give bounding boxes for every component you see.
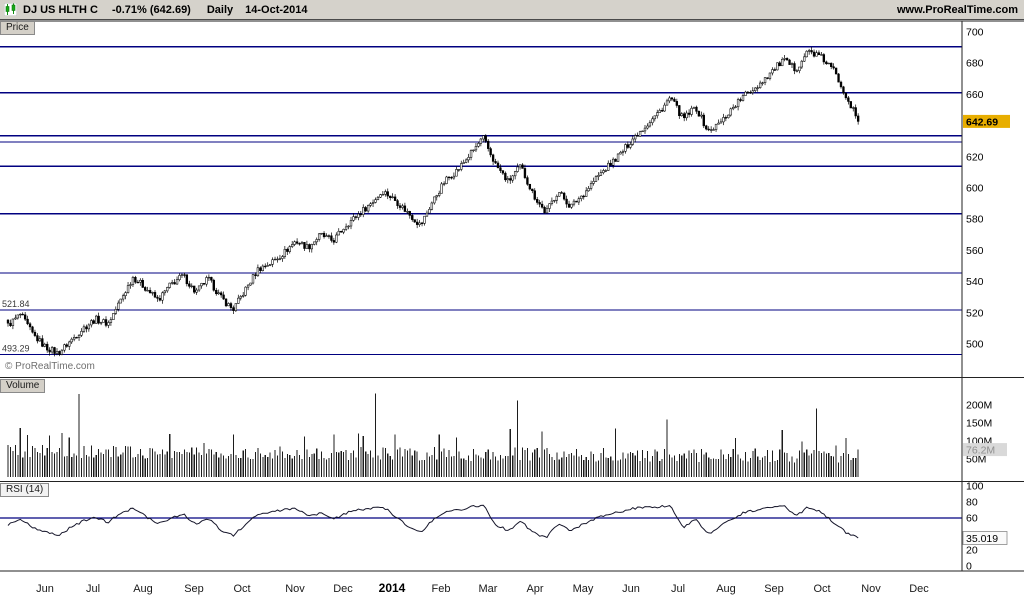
x-axis-labels: Jun Jul Aug Sep Oct Nov Dec 2014 Feb Mar Apr May Jun…	[36, 581, 929, 595]
price-axis-tick: 560	[966, 245, 984, 257]
volume-axis-tick: 150M	[966, 418, 992, 430]
x-axis-month-label: Sep	[184, 583, 204, 595]
title-bar: DJ US HLTH C -0.71% (642.69) Daily 14-Oc…	[0, 0, 1024, 20]
price-panel-tab[interactable]: Price	[0, 21, 35, 35]
price-axis-tick: 540	[966, 276, 984, 288]
x-axis-month-label: Jun	[36, 583, 54, 595]
x-axis-month-label: Apr	[526, 583, 543, 595]
x-axis-month-label: Oct	[233, 583, 250, 595]
x-axis-month-label: Aug	[133, 583, 153, 595]
price-axis-tick: 500	[966, 339, 984, 351]
last-volume-value: 76.2M	[966, 445, 995, 457]
instrument-name: DJ US HLTH C	[23, 3, 98, 16]
price-axis-tick: 600	[966, 183, 984, 195]
copyright-watermark: © ProRealTime.com	[5, 361, 95, 372]
price-axis-tick: 520	[966, 307, 984, 319]
x-axis-month-label: Dec	[333, 583, 353, 595]
rsi-line-layer[interactable]	[0, 504, 962, 539]
x-axis-month-label: Jul	[86, 583, 100, 595]
rsi-axis-tick: 0	[966, 561, 972, 573]
level-price-label: 493.29	[2, 343, 30, 353]
instrument-candlestick-icon	[4, 3, 17, 16]
right-axis-labels[interactable]: 700680660620600580560540520500642.69200M…	[962, 27, 1010, 573]
support-resistance-lines[interactable]: 521.84 493.29	[0, 46, 962, 356]
volume-axis-tick: 200M	[966, 400, 992, 412]
x-axis-month-label: Nov	[861, 583, 881, 595]
x-axis-month-label: Jun	[622, 583, 640, 595]
x-axis-month-label: 2014	[379, 581, 406, 595]
x-axis-month-label: Nov	[285, 583, 305, 595]
level-price-label: 521.84	[2, 299, 30, 309]
last-rsi-value: 35.019	[966, 533, 998, 545]
panel-borders	[0, 20, 1024, 572]
price-change-label: -0.71% (642.69)	[111, 3, 191, 16]
rsi-axis-tick: 100	[966, 481, 984, 493]
last-price-tag	[963, 114, 1010, 128]
x-axis-month-label: Feb	[432, 583, 451, 595]
x-axis-month-label: May	[573, 583, 594, 595]
date-label: 14-Oct-2014	[245, 3, 308, 16]
volume-panel-tab[interactable]: Volume	[0, 379, 46, 393]
price-axis-tick: 680	[966, 58, 984, 70]
last-volume-tag	[963, 443, 1007, 457]
price-axis-tick: 580	[966, 214, 984, 226]
volume-bars-layer[interactable]	[7, 393, 859, 477]
rsi-axis-tick: 20	[966, 545, 978, 557]
x-axis-month-label: Dec	[909, 583, 929, 595]
candlestick-layer[interactable]	[6, 46, 860, 357]
rsi-axis-tick: 80	[966, 497, 978, 509]
timeframe-label: Daily	[206, 3, 234, 16]
rsi-axis-tick: 60	[966, 513, 978, 525]
last-rsi-tag	[962, 531, 1008, 545]
x-axis-month-label: Oct	[813, 583, 830, 595]
price-axis-tick: 620	[966, 151, 984, 163]
rsi-panel-tab[interactable]: RSI (14)	[0, 483, 50, 497]
x-axis-month-label: Sep	[764, 583, 784, 595]
x-axis-month-label: Mar	[479, 583, 498, 595]
x-axis-month-label: Aug	[716, 583, 736, 595]
x-axis-month-label: Jul	[671, 583, 685, 595]
price-axis-tick: 700	[966, 27, 984, 39]
last-price-value: 642.69	[966, 116, 998, 128]
website-link[interactable]: www.ProRealTime.com	[896, 3, 1018, 16]
price-axis-tick: 660	[966, 89, 984, 101]
volume-axis-tick: 50M	[966, 454, 986, 466]
